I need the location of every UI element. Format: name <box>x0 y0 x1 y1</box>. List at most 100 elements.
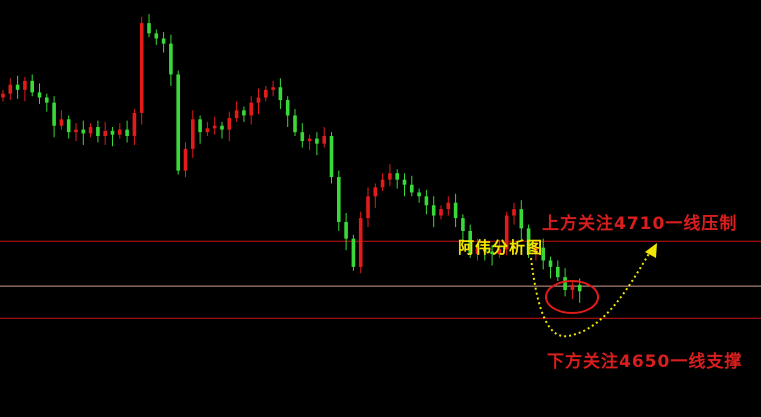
candle-body <box>23 80 27 90</box>
candle <box>395 169 399 189</box>
candle-body <box>1 93 5 98</box>
candle-body <box>526 228 531 255</box>
candle-body <box>490 251 494 255</box>
candle-body <box>66 119 71 133</box>
candle <box>118 123 122 139</box>
candle <box>15 75 20 99</box>
candle <box>81 120 86 145</box>
candle <box>300 123 305 148</box>
candle-body <box>176 74 180 171</box>
candle <box>315 132 319 156</box>
candle <box>388 164 392 187</box>
candle-body <box>110 130 115 135</box>
candle-body <box>570 284 575 290</box>
candle-body <box>37 92 42 98</box>
candle-body <box>563 277 567 290</box>
candle-body <box>366 196 370 219</box>
candle-body <box>96 127 100 137</box>
candle-body <box>519 209 524 229</box>
candle <box>410 175 414 197</box>
candle <box>373 183 378 208</box>
candle-body <box>169 43 173 75</box>
candle <box>329 132 334 184</box>
candle <box>23 76 27 102</box>
candle-body <box>577 284 582 292</box>
candle-body <box>373 187 378 197</box>
highlight-circle <box>545 280 599 314</box>
candle-body <box>161 38 166 44</box>
candle <box>271 80 275 97</box>
candle-body <box>395 173 399 180</box>
candle <box>227 111 232 142</box>
candle-body <box>154 33 159 39</box>
candle <box>344 212 348 251</box>
candle-body <box>300 132 305 142</box>
candle <box>285 96 290 128</box>
candle-body <box>15 84 20 90</box>
candle-body <box>497 248 502 255</box>
candle <box>30 74 34 97</box>
candle-body <box>74 129 78 133</box>
candle <box>169 34 173 86</box>
candle-body <box>337 177 341 222</box>
candle <box>256 88 261 115</box>
candle-body <box>242 110 246 116</box>
candle <box>88 123 93 138</box>
candle <box>161 32 166 53</box>
candle <box>147 14 151 38</box>
candle-body <box>103 130 107 137</box>
candle <box>242 106 246 122</box>
candle-body <box>52 102 56 126</box>
candle-body <box>534 247 538 255</box>
candle-body <box>410 184 414 193</box>
candle <box>366 187 370 228</box>
candle <box>380 173 385 192</box>
candle <box>439 205 443 220</box>
candle <box>132 109 137 145</box>
candle-body <box>264 89 268 98</box>
candle <box>548 256 553 279</box>
candle <box>541 238 545 270</box>
candle <box>249 96 253 125</box>
candle <box>351 234 356 271</box>
candle <box>490 245 494 266</box>
candle-body <box>504 215 509 249</box>
candle-body <box>402 179 407 185</box>
candle <box>37 83 42 104</box>
candle-body <box>483 247 487 252</box>
candle <box>504 211 509 256</box>
candle-body <box>468 230 472 255</box>
candle <box>497 239 502 258</box>
candle-body <box>234 110 239 119</box>
candle <box>293 109 297 137</box>
candle-body <box>344 221 348 239</box>
candle <box>431 196 436 228</box>
candle-body <box>285 100 290 116</box>
candle <box>337 170 341 231</box>
candle-body <box>191 119 195 149</box>
candle <box>453 193 458 228</box>
candle-body <box>227 118 232 130</box>
candle <box>468 224 472 258</box>
support-label: 下方关注4650一线支撑 <box>547 352 743 372</box>
candle-body <box>45 97 49 103</box>
candle-body <box>293 115 297 133</box>
candle <box>198 115 202 144</box>
candle-body <box>30 80 34 93</box>
candle <box>1 89 5 102</box>
candle-body <box>271 87 275 90</box>
candle <box>358 211 363 274</box>
candle-body <box>388 173 392 180</box>
candle-body <box>453 202 458 219</box>
candle <box>534 241 538 261</box>
candle <box>234 101 239 122</box>
candle <box>483 243 487 261</box>
candle <box>519 200 524 240</box>
candle <box>307 134 312 151</box>
candle <box>220 121 224 139</box>
candle <box>461 214 465 243</box>
candle <box>176 70 180 175</box>
candle-body <box>431 205 436 216</box>
candle <box>74 123 78 142</box>
